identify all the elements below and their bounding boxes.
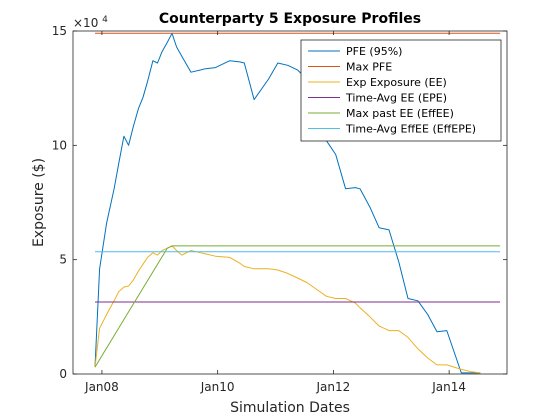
y-tick-label: 5: [59, 253, 67, 267]
legend-entry: Exp Exposure (EE): [346, 76, 447, 89]
x-axis-label: Simulation Dates: [230, 400, 350, 416]
series-line-5: [94, 245, 501, 368]
ticks-layer: Jan08 Jan10 Jan12 Jan14 0 5 10 15: [52, 24, 507, 394]
y-axis-label: Exposure ($): [31, 158, 47, 247]
x-tick-label: Jan08: [84, 380, 119, 394]
series-line-1: [94, 32, 481, 374]
chart-title: Counterparty 5 Exposure Profiles: [159, 11, 421, 27]
legend-entry: Time-Avg EffEE (EffEPE): [345, 123, 476, 136]
legend: PFE (95%) Max PFE Exp Exposure (EE) Time-Av…: [300, 39, 502, 142]
x-tick-label: Jan14: [431, 380, 466, 394]
legend-entry: Max PFE: [346, 61, 392, 74]
y-axis-exponent-base: ×10: [73, 16, 98, 30]
axes-box: [72, 30, 508, 375]
y-tick-label: 10: [52, 138, 67, 152]
y-axis-exponent: ×10 4: [73, 15, 108, 30]
x-tick-label: Jan12: [316, 380, 351, 394]
legend-box: [300, 39, 502, 142]
y-axis-exponent-power: 4: [102, 15, 108, 25]
series-layer: [94, 32, 501, 374]
legend-entry: Max past EE (EffEE): [346, 107, 454, 120]
series-line-3: [94, 245, 481, 374]
x-tick-label: Jan10: [200, 380, 235, 394]
legend-entry: PFE (95%): [346, 45, 402, 58]
y-tick-label: 15: [52, 24, 67, 38]
y-tick-label: 0: [59, 367, 67, 381]
legend-entry: Time-Avg EE (EPE): [345, 92, 447, 105]
